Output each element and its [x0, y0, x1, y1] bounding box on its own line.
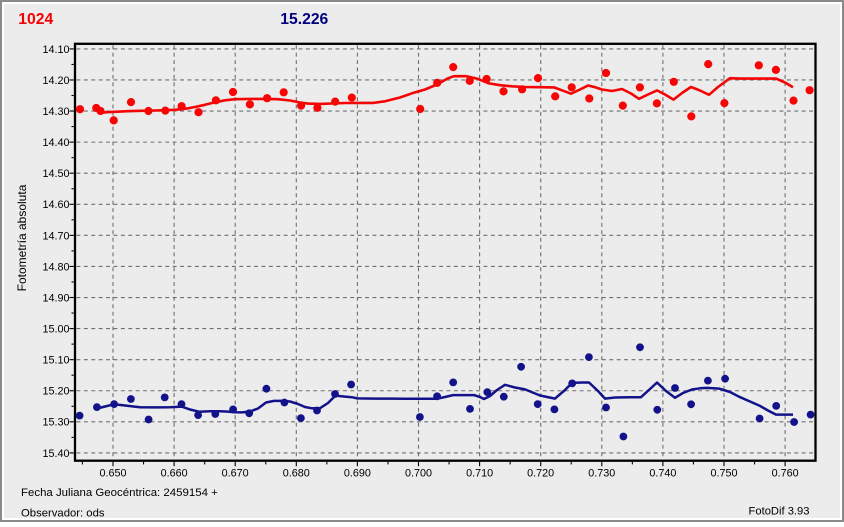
svg-text:14.10: 14.10 [42, 44, 69, 56]
svg-text:15.226: 15.226 [280, 11, 328, 28]
svg-text:14.50: 14.50 [42, 168, 69, 180]
svg-text:15.00: 15.00 [42, 323, 69, 335]
svg-text:1024: 1024 [18, 11, 53, 28]
svg-text:14.80: 14.80 [42, 261, 69, 273]
svg-text:15.30: 15.30 [42, 417, 69, 429]
svg-text:0.730: 0.730 [588, 468, 615, 480]
svg-text:14.20: 14.20 [42, 75, 69, 87]
svg-text:14.30: 14.30 [42, 106, 69, 118]
svg-text:0.650: 0.650 [99, 468, 126, 480]
svg-text:0.720: 0.720 [527, 468, 554, 480]
svg-text:Observador: ods: Observador: ods [21, 508, 105, 520]
svg-text:Fecha Juliana Geocéntrica: 245: Fecha Juliana Geocéntrica: 2459154 + [21, 487, 218, 499]
svg-text:15.10: 15.10 [42, 355, 69, 367]
svg-text:0.670: 0.670 [222, 468, 249, 480]
svg-text:0.710: 0.710 [466, 468, 493, 480]
svg-text:0.750: 0.750 [710, 468, 737, 480]
svg-text:14.90: 14.90 [42, 292, 69, 304]
svg-text:Fotometría absoluta: Fotometría absoluta [15, 184, 29, 291]
svg-text:14.40: 14.40 [42, 137, 69, 149]
svg-text:14.60: 14.60 [42, 199, 69, 211]
svg-text:0.760: 0.760 [772, 468, 799, 480]
svg-text:0.660: 0.660 [161, 468, 188, 480]
svg-text:0.680: 0.680 [283, 468, 310, 480]
svg-text:0.700: 0.700 [405, 468, 432, 480]
svg-text:0.740: 0.740 [649, 468, 676, 480]
svg-text:15.20: 15.20 [42, 386, 69, 398]
svg-text:15.40: 15.40 [42, 448, 69, 460]
svg-text:FotoDif 3.93: FotoDif 3.93 [749, 505, 810, 517]
svg-text:0.690: 0.690 [344, 468, 371, 480]
svg-text:14.70: 14.70 [42, 230, 69, 242]
